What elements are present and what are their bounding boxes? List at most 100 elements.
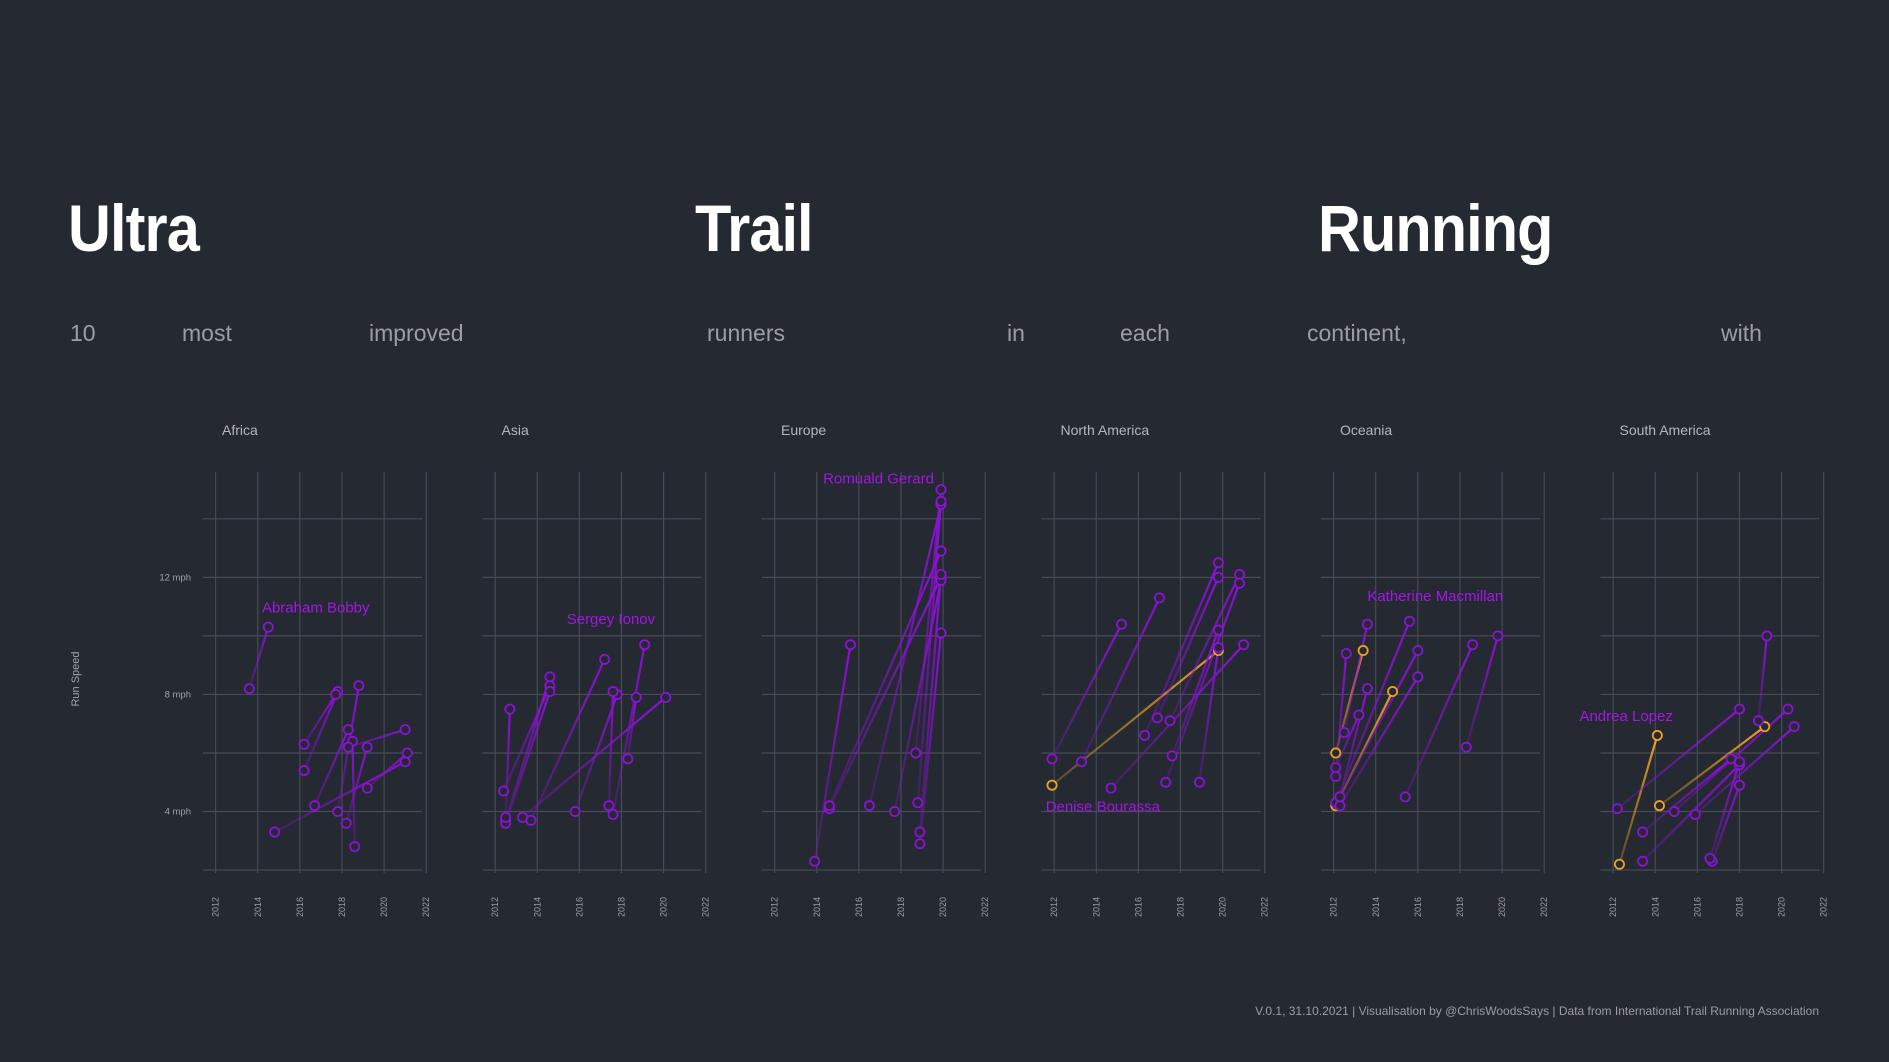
runner-end-point	[935, 568, 947, 580]
subtitle-word-8: with	[1721, 320, 1762, 346]
x-tick-label-0: 2012	[490, 897, 500, 917]
runner-start-point	[1637, 855, 1649, 867]
x-tick-label-3: 2018	[1175, 897, 1185, 917]
x-tick-label-2: 2016	[1692, 897, 1702, 917]
y-axis-label: Run Speed	[70, 651, 82, 706]
runner-end-point	[1116, 618, 1128, 630]
x-tick-label-0: 2012	[770, 897, 780, 917]
panel-title: Oceania	[1340, 422, 1392, 438]
runner-start-point	[342, 741, 354, 753]
runner-start-point	[340, 817, 352, 829]
subtitle-word-3: improved	[369, 320, 464, 346]
runner-line	[1164, 582, 1241, 784]
runner-start-point	[1330, 747, 1342, 759]
highlight-runner-label: Abraham Bobby	[262, 599, 370, 616]
panel-title: North America	[1061, 422, 1150, 438]
runner-line	[1711, 784, 1741, 863]
x-tick-label-1: 2014	[253, 897, 263, 917]
runner-line	[502, 684, 551, 793]
x-tick-label-4: 2020	[659, 897, 669, 917]
runner-end-point	[262, 621, 274, 633]
runner-end-point	[1788, 721, 1800, 733]
y-tick-label-1: 8 mph	[165, 689, 191, 700]
runner-line	[345, 746, 369, 825]
runner-start-point	[1076, 756, 1088, 768]
panel-europe: Europe 2012 2014 2016 2018 2020 2022 Romuald Ge…	[762, 422, 990, 917]
runner-end-point	[660, 691, 672, 703]
footer-credits: V.0.1, 31.10.2021 | Visualisation by @Ch…	[1255, 1004, 1819, 1018]
x-tick-label-4: 2020	[1497, 897, 1507, 917]
runner-end-point	[1357, 645, 1369, 657]
runner-end-point	[1412, 671, 1424, 683]
runner-end-point	[353, 680, 365, 692]
runner-start-point	[1330, 762, 1342, 774]
runner-end-point	[1412, 645, 1424, 657]
runner-start-point	[498, 785, 510, 797]
runner-line	[1334, 620, 1411, 804]
runner-start-point	[1338, 727, 1350, 739]
runner-end-point	[1467, 639, 1479, 651]
title-word-3: Running	[1318, 191, 1553, 265]
runner-line	[918, 631, 943, 845]
runner-start-point	[298, 738, 310, 750]
runner-start-point	[361, 782, 373, 794]
runner-line	[1404, 643, 1474, 798]
x-tick-label-1: 2014	[1371, 897, 1381, 917]
x-tick-label-2: 2016	[1133, 897, 1143, 917]
runner-start-point	[1668, 806, 1680, 818]
runner-start-point	[1460, 741, 1472, 753]
runner-line	[914, 488, 943, 755]
x-tick-label-4: 2020	[1777, 897, 1787, 917]
x-tick-label-1: 2014	[532, 897, 542, 917]
runner-end-point	[1733, 779, 1745, 791]
runner-line	[1658, 725, 1766, 807]
runner-end-point	[1782, 703, 1794, 715]
runner-line	[504, 707, 511, 819]
runner-line	[1156, 576, 1220, 719]
runner-line	[1334, 713, 1361, 769]
panel-north-america: North America 2012 2014 2016 2018 2020 2022 Den…	[1041, 422, 1270, 917]
runner-start-point	[1139, 729, 1151, 741]
runner-line	[868, 503, 943, 807]
runner-start-point	[332, 806, 344, 818]
runner-line	[1338, 649, 1419, 798]
runner-end-point	[1212, 571, 1224, 583]
runner-start-point	[1611, 803, 1623, 815]
runner-line	[893, 579, 943, 813]
runner-end-point	[1733, 703, 1745, 715]
x-tick-label-5: 2022	[1260, 897, 1270, 917]
runner-end-point	[1403, 615, 1415, 627]
runner-end-point	[1212, 642, 1224, 654]
runner-line	[504, 690, 551, 825]
runner-end-point	[401, 747, 413, 759]
y-tick-label-2: 12 mph	[159, 572, 191, 583]
x-tick-label-0: 2012	[1329, 897, 1339, 917]
runner-start-point	[1613, 858, 1625, 870]
runner-end-point	[1492, 630, 1504, 642]
runner-line	[918, 573, 943, 834]
runner-line	[1050, 623, 1123, 760]
runner-end-point	[544, 671, 556, 683]
runner-line	[302, 690, 339, 772]
runner-end-point	[1651, 729, 1663, 741]
runner-start-point	[1653, 800, 1665, 812]
x-tick-label-5: 2022	[980, 897, 990, 917]
runner-line	[1465, 634, 1499, 749]
x-tick-label-3: 2018	[1455, 897, 1465, 917]
runner-end-point	[599, 653, 611, 665]
runner-line	[347, 728, 407, 749]
runner-start-point	[889, 806, 901, 818]
runner-end-point	[639, 639, 651, 651]
title-word-1: Ultra	[68, 191, 200, 265]
x-tick-label-2: 2016	[295, 897, 305, 917]
title-word-2: Trail	[695, 191, 814, 265]
runner-end-point	[1761, 630, 1773, 642]
runner-line	[1708, 760, 1741, 860]
runner-line	[626, 696, 638, 760]
panel-title: Europe	[781, 422, 826, 438]
runner-start-point	[912, 797, 924, 809]
runner-line	[607, 690, 615, 807]
runner-start-point	[1637, 826, 1649, 838]
runner-start-point	[243, 683, 255, 695]
runner-start-point	[309, 800, 321, 812]
